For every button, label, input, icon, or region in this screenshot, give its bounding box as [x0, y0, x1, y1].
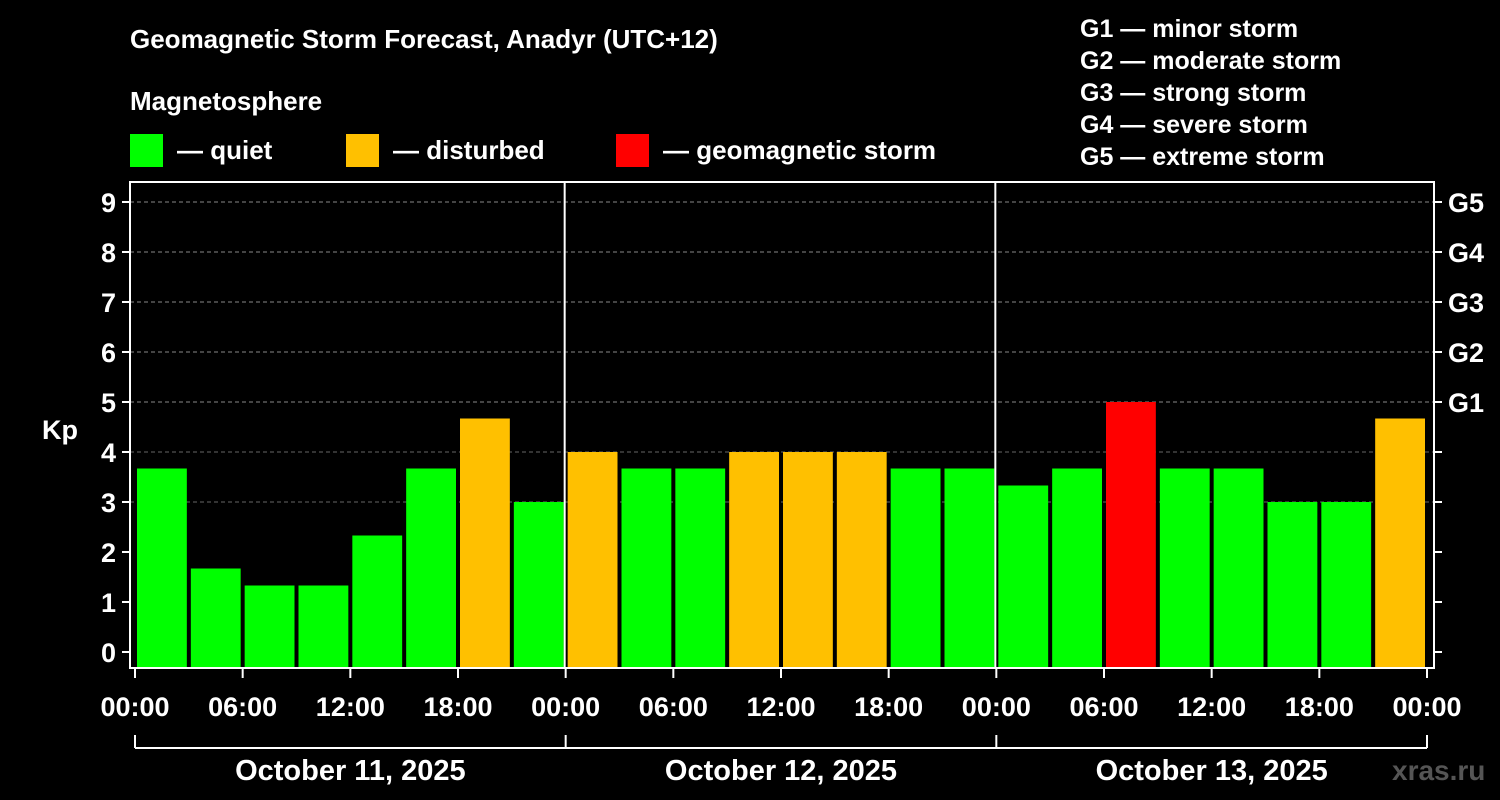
legend-disturbed: — disturbed — [346, 134, 545, 167]
x-tick-label-12: 00:00 — [1392, 692, 1461, 722]
bar-21 — [1267, 502, 1318, 668]
g-legend-g3: G3 — strong storm — [1080, 79, 1307, 107]
day-label-0: October 11, 2025 — [235, 755, 466, 787]
day-label-2: October 13, 2025 — [1096, 755, 1328, 787]
legend-label-disturbed: — disturbed — [393, 135, 545, 165]
bar-0 — [137, 468, 187, 668]
y-tick-label-6: 6 — [101, 338, 116, 368]
chart-subtitle: Magnetosphere — [130, 86, 323, 116]
bar-2 — [244, 585, 295, 668]
x-tick-label-6: 12:00 — [746, 692, 815, 722]
chart-title: Geomagnetic Storm Forecast, Anadyr (UTC+… — [130, 24, 718, 54]
bar-15 — [944, 468, 995, 668]
y-tick-label-0: 0 — [101, 638, 116, 668]
bar-14 — [890, 468, 941, 668]
g-legend-g4: G4 — severe storm — [1080, 111, 1308, 139]
bar-4 — [352, 535, 403, 668]
right-tick-label-G5: G5 — [1448, 188, 1484, 218]
x-tick-label-4: 00:00 — [531, 692, 600, 722]
bar-13 — [836, 452, 887, 668]
bar-17 — [1052, 468, 1102, 668]
legend-quiet: — quiet — [130, 134, 272, 167]
g-legend-g2: G2 — moderate storm — [1080, 47, 1342, 75]
x-tick-label-3: 18:00 — [423, 692, 492, 722]
legend-swatch-storm — [616, 134, 649, 167]
x-tick-label-2: 12:00 — [316, 692, 385, 722]
bar-6 — [460, 418, 510, 668]
bar-11 — [729, 452, 779, 668]
bar-10 — [675, 468, 726, 668]
bar-22 — [1321, 502, 1372, 668]
watermark: xras.ru — [1392, 755, 1486, 786]
bar-20 — [1213, 468, 1264, 668]
bar-16 — [998, 485, 1049, 668]
bar-9 — [621, 468, 672, 668]
bar-5 — [406, 468, 456, 668]
bar-7 — [513, 502, 564, 668]
g-legend-g1: G1 — minor storm — [1080, 15, 1299, 43]
bar-12 — [783, 452, 833, 668]
x-tick-label-8: 00:00 — [962, 692, 1031, 722]
bar-23 — [1375, 418, 1425, 668]
legend-swatch-quiet — [130, 134, 163, 167]
bar-1 — [190, 568, 241, 668]
y-tick-label-3: 3 — [101, 488, 116, 518]
x-tick-label-11: 18:00 — [1285, 692, 1354, 722]
y-tick-label-9: 9 — [101, 188, 116, 218]
x-tick-label-9: 06:00 — [1069, 692, 1138, 722]
right-tick-label-G4: G4 — [1448, 238, 1484, 268]
x-tick-label-10: 12:00 — [1177, 692, 1246, 722]
y-tick-label-7: 7 — [101, 288, 116, 318]
legend-label-storm: — geomagnetic storm — [663, 135, 937, 165]
bar-19 — [1159, 468, 1210, 668]
y-tick-label-8: 8 — [101, 238, 116, 268]
day-label-1: October 12, 2025 — [665, 755, 897, 787]
right-tick-label-G2: G2 — [1448, 338, 1484, 368]
x-tick-label-1: 06:00 — [208, 692, 277, 722]
x-tick-label-7: 18:00 — [854, 692, 923, 722]
legend-label-quiet: — quiet — [177, 135, 273, 165]
x-tick-label-0: 00:00 — [100, 692, 169, 722]
legend-storm: — geomagnetic storm — [616, 134, 936, 167]
bar-8 — [567, 452, 618, 668]
bar-3 — [298, 585, 349, 668]
bar-18 — [1106, 402, 1156, 668]
y-tick-label-1: 1 — [101, 588, 116, 618]
y-axis-label: Kp — [42, 415, 78, 445]
legend-swatch-disturbed — [346, 134, 379, 167]
y-tick-label-4: 4 — [101, 438, 116, 468]
y-tick-label-5: 5 — [101, 388, 116, 418]
right-tick-label-G1: G1 — [1448, 388, 1484, 418]
x-tick-label-5: 06:00 — [639, 692, 708, 722]
y-tick-label-2: 2 — [101, 538, 116, 568]
right-tick-label-G3: G3 — [1448, 288, 1484, 318]
g-legend-g5: G5 — extreme storm — [1080, 143, 1325, 171]
